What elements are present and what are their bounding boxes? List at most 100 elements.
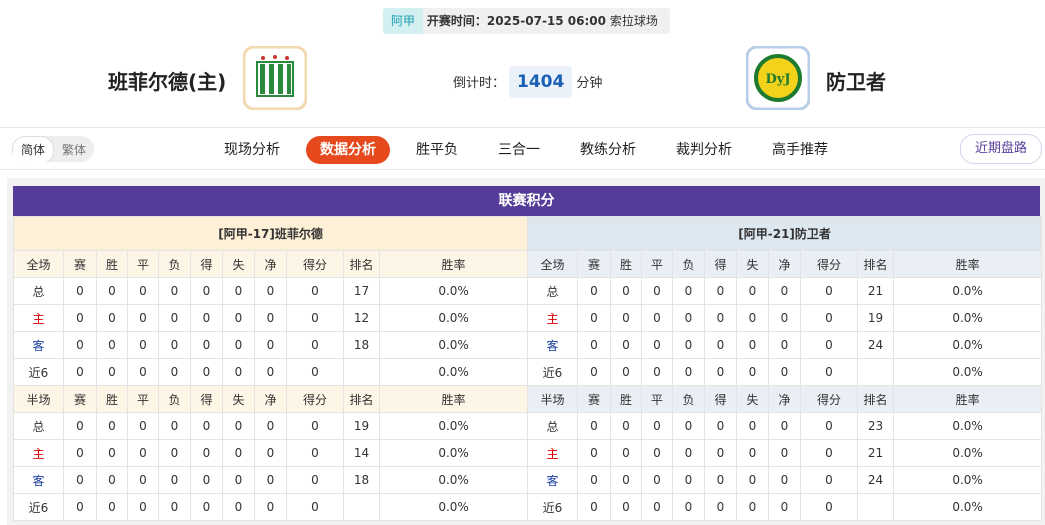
cell: 0 (610, 439, 642, 467)
cell: 0 (672, 439, 705, 467)
data-row: 客 0 0 0 0 0 0 0 0 24 0.0% (527, 466, 1043, 494)
cell: 0.0% (378, 277, 529, 305)
header-cell: 平 (127, 385, 159, 413)
header-cell: 胜 (610, 250, 642, 278)
cell: 0 (704, 412, 737, 440)
cell: 0 (577, 304, 611, 332)
cell (857, 358, 894, 386)
cell: 12 (343, 304, 380, 332)
nav-tab[interactable]: 高手推荐 (772, 142, 828, 158)
row-label: 客 (13, 331, 64, 359)
data-row: 总 0 0 0 0 0 0 0 0 21 0.0% (527, 277, 1043, 305)
cell: 0 (800, 493, 858, 521)
row-label: 近6 (527, 493, 578, 521)
cell: 0 (63, 277, 97, 305)
header-cell: 胜率 (378, 250, 529, 278)
header-cell: 净 (254, 250, 287, 278)
cell: 0 (768, 277, 801, 305)
header-cell: 得分 (800, 250, 858, 278)
cell: 0 (158, 439, 191, 467)
cell: 0 (96, 466, 128, 494)
nav-tab[interactable]: 三合一 (498, 142, 540, 158)
header-cell: 全场 (13, 250, 64, 278)
row-label: 客 (527, 466, 578, 494)
cell: 0.0% (378, 466, 529, 494)
cell: 0 (190, 277, 223, 305)
cell: 0 (127, 358, 159, 386)
cell: 0 (254, 493, 287, 521)
table-title: 联赛积分 (13, 186, 1040, 216)
cell: 0 (222, 493, 255, 521)
cell: 0 (641, 412, 673, 440)
cell: 0 (63, 358, 97, 386)
row-label: 近6 (13, 493, 64, 521)
lang-option[interactable]: 简体 (12, 136, 55, 162)
nav-tab[interactable]: 现场分析 (224, 142, 280, 158)
cell: 0 (286, 493, 344, 521)
header-cell: 失 (736, 250, 769, 278)
cell: 0 (768, 439, 801, 467)
cell: 0 (222, 439, 255, 467)
cell: 0 (641, 466, 673, 494)
cell: 18 (343, 466, 380, 494)
row-label: 主 (527, 304, 578, 332)
header-cell: 平 (641, 385, 673, 413)
cell: 0 (63, 412, 97, 440)
cell: 0 (286, 277, 344, 305)
cell (343, 358, 380, 386)
cell: 0 (286, 358, 344, 386)
cell: 0 (190, 304, 223, 332)
cell: 0 (254, 439, 287, 467)
data-row: 近6 0 0 0 0 0 0 0 0 0.0% (527, 493, 1043, 521)
data-row: 客 0 0 0 0 0 0 0 0 18 0.0% (13, 466, 529, 494)
cell: 0 (800, 277, 858, 305)
cell: 0 (672, 331, 705, 359)
cell: 0 (704, 277, 737, 305)
nav-tab[interactable]: 教练分析 (580, 142, 636, 158)
cell: 0 (704, 331, 737, 359)
header-cell: 赛 (63, 385, 97, 413)
cell: 0 (641, 358, 673, 386)
cell: 0.0% (892, 358, 1043, 386)
nav-bar: 简体 繁体 近期盘路 现场分析 数据分析 胜平负 三合一 教练分析 裁判分析 高手推荐 (0, 127, 1045, 170)
cell: 0 (63, 439, 97, 467)
cell: 0 (286, 466, 344, 494)
header-row: 全场赛胜平负得失净得分 排名 胜率 (527, 250, 1043, 278)
team-title-row: [阿甲-21]防卫者 (526, 216, 1043, 251)
home-team: 班菲尔德(主) (108, 70, 227, 94)
cell: 0 (768, 412, 801, 440)
nav-tab[interactable]: 裁判分析 (676, 142, 732, 158)
cell: 0 (158, 466, 191, 494)
cell: 0 (158, 331, 191, 359)
row-label: 总 (13, 277, 64, 305)
data-row: 总 0 0 0 0 0 0 0 0 17 0.0% (13, 277, 529, 305)
cell: 0 (96, 277, 128, 305)
cell: 0 (736, 493, 769, 521)
header-cell: 得 (190, 385, 223, 413)
nav-tab[interactable]: 胜平负 (416, 142, 458, 158)
cell: 0.0% (892, 277, 1043, 305)
cell: 0 (96, 439, 128, 467)
header-cell: 负 (158, 385, 191, 413)
cell: 0 (222, 304, 255, 332)
header-cell: 胜率 (892, 250, 1043, 278)
cell: 0 (96, 331, 128, 359)
cell: 0 (672, 412, 705, 440)
cell (857, 493, 894, 521)
cell: 0 (800, 331, 858, 359)
recent-odds-button[interactable]: 近期盘路 (960, 134, 1042, 164)
cell: 0 (736, 277, 769, 305)
cell: 0 (610, 466, 642, 494)
cell: 0 (577, 358, 611, 386)
cell: 0 (577, 331, 611, 359)
header-cell: 得分 (286, 250, 344, 278)
lang-option[interactable]: 繁体 (62, 143, 87, 157)
cell: 0 (768, 493, 801, 521)
header-cell: 失 (736, 385, 769, 413)
nav-tab[interactable]: 数据分析 (306, 136, 390, 164)
header-cell: 负 (672, 250, 705, 278)
league-tag: 阿甲 (383, 8, 424, 34)
cell: 0 (190, 493, 223, 521)
row-label: 近6 (527, 358, 578, 386)
data-row: 主 0 0 0 0 0 0 0 0 19 0.0% (527, 304, 1043, 332)
